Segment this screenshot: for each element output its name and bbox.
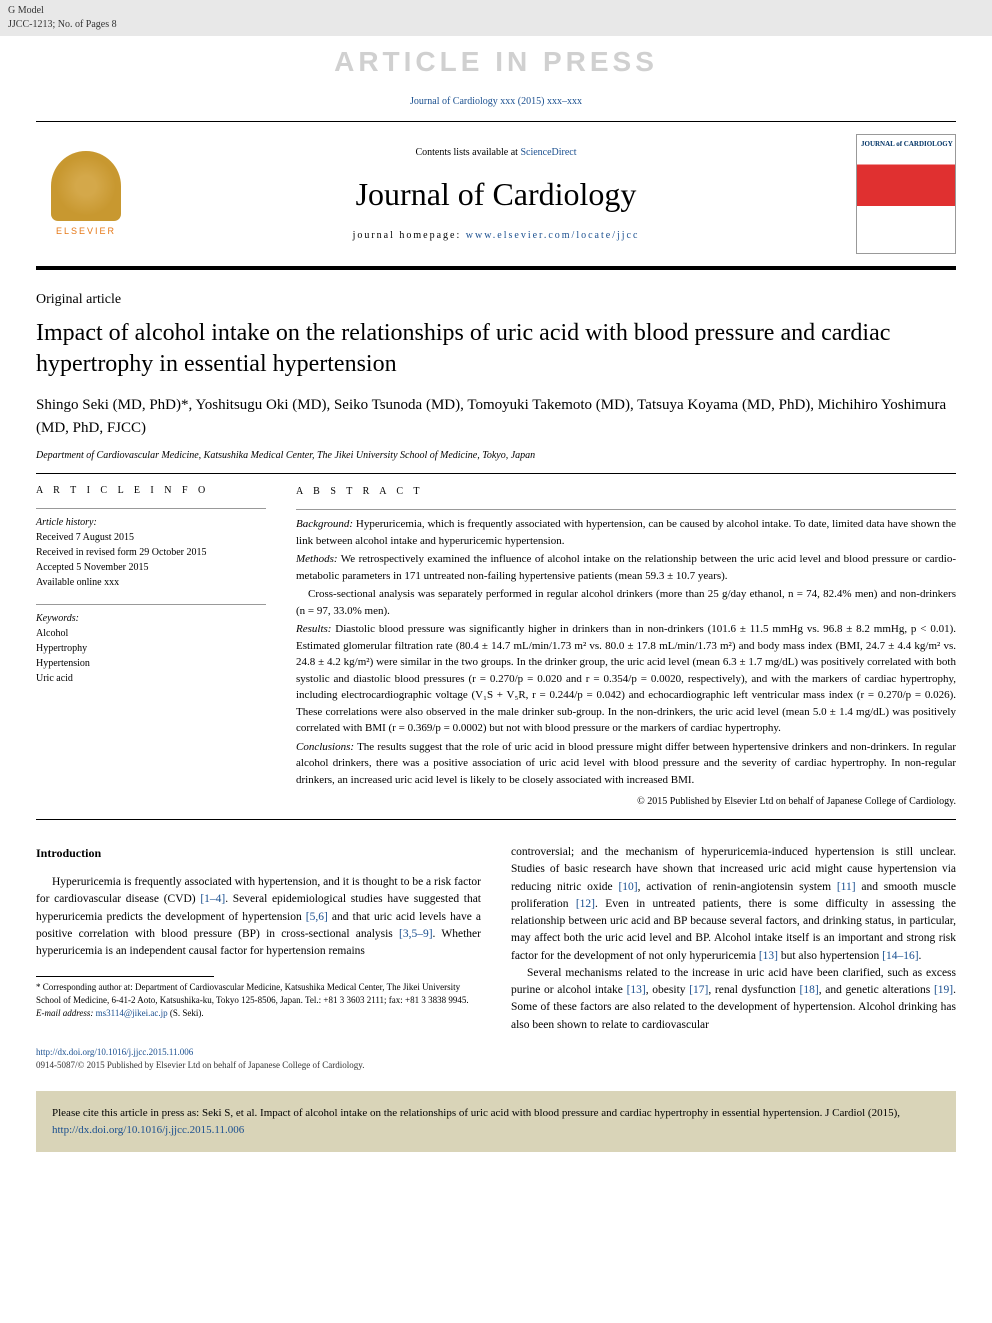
ref-link[interactable]: [17] [689, 984, 708, 996]
main-content: Introduction Hyperuricemia is frequently… [36, 844, 956, 1034]
article-info-sidebar: A R T I C L E I N F O Article history: R… [36, 484, 266, 809]
article-type: Original article [36, 290, 956, 310]
gmodel-label: G Model [8, 4, 117, 18]
article-ref: JJCC-1213; No. of Pages 8 [8, 18, 117, 32]
ref-link[interactable]: [18] [800, 984, 819, 996]
keyword: Uric acid [36, 671, 266, 686]
conclusions-label: Conclusions: [296, 741, 354, 753]
conclusions-text: The results suggest that the role of uri… [296, 741, 956, 786]
ref-link[interactable]: [10] [618, 881, 637, 893]
divider [36, 819, 956, 820]
ref-link[interactable]: [14–16] [882, 950, 918, 962]
corresponding-author: * Corresponding author at: Department of… [36, 981, 481, 1006]
cover-title: JOURNAL of CARDIOLOGY [861, 141, 953, 149]
citation-text: Please cite this article in press as: Se… [52, 1107, 900, 1119]
keywords-section: Keywords: Alcohol Hypertrophy Hypertensi… [36, 604, 266, 686]
methods-label: Methods: [296, 553, 338, 565]
journal-header: ELSEVIER Contents lists available at Sci… [36, 121, 956, 270]
intro-heading: Introduction [36, 844, 481, 862]
affiliation: Department of Cardiovascular Medicine, K… [36, 449, 956, 463]
history-label: Article history: [36, 515, 266, 530]
revised-date: Received in revised form 29 October 2015 [36, 545, 266, 560]
email-line: E-mail address: ms3114@jikei.ac.jp (S. S… [36, 1007, 481, 1020]
ref-link[interactable]: [13] [627, 984, 646, 996]
ref-link[interactable]: [13] [759, 950, 778, 962]
ref-link[interactable]: [19] [934, 984, 953, 996]
elsevier-text: ELSEVIER [56, 225, 116, 238]
article-history: Article history: Received 7 August 2015 … [36, 508, 266, 590]
intro-paragraph: controversial; and the mechanism of hype… [511, 844, 956, 965]
abstract: A B S T R A C T Background: Hyperuricemi… [296, 484, 956, 809]
keyword: Hypertrophy [36, 641, 266, 656]
intro-paragraph: Hyperuricemia is frequently associated w… [36, 874, 481, 960]
intro-paragraph: Several mechanisms related to the increa… [511, 965, 956, 1034]
background-label: Background: [296, 518, 353, 530]
authors: Shingo Seki (MD, PhD)*, Yoshitsugu Oki (… [36, 394, 956, 439]
issn-line: 0914-5087/© 2015 Published by Elsevier L… [36, 1059, 956, 1072]
left-column: Introduction Hyperuricemia is frequently… [36, 844, 481, 1034]
contents-line: Contents lists available at ScienceDirec… [136, 146, 856, 160]
ref-link[interactable]: [5,6] [306, 911, 328, 923]
methods-text: We retrospectively examined the influenc… [296, 553, 956, 582]
journal-title: Journal of Cardiology [136, 172, 856, 217]
journal-cover-thumbnail: JOURNAL of CARDIOLOGY [856, 134, 956, 254]
accepted-date: Accepted 5 November 2015 [36, 560, 266, 575]
header-bar: G Model JJCC-1213; No. of Pages 8 [0, 0, 992, 36]
citation-doi-link[interactable]: http://dx.doi.org/10.1016/j.jjcc.2015.11… [52, 1124, 244, 1136]
abstract-heading: A B S T R A C T [296, 484, 956, 499]
divider [36, 473, 956, 474]
online-date: Available online xxx [36, 575, 266, 590]
doi-link[interactable]: http://dx.doi.org/10.1016/j.jjcc.2015.11… [36, 1046, 956, 1059]
contents-prefix: Contents lists available at [415, 147, 520, 158]
citation-box: Please cite this article in press as: Se… [36, 1091, 956, 1152]
results-text: Diastolic blood pressure was significant… [296, 623, 956, 734]
email-link[interactable]: ms3114@jikei.ac.jp [96, 1008, 168, 1018]
keywords-label: Keywords: [36, 611, 266, 626]
copyright: © 2015 Published by Elsevier Ltd on beha… [296, 794, 956, 809]
article-title: Impact of alcohol intake on the relation… [36, 318, 956, 380]
watermark: ARTICLE IN PRESS [0, 36, 992, 87]
journal-citation-link[interactable]: Journal of Cardiology xxx (2015) xxx–xxx [36, 87, 956, 121]
right-column: controversial; and the mechanism of hype… [511, 844, 956, 1034]
ref-link[interactable]: [11] [837, 881, 856, 893]
homepage-prefix: journal homepage: [353, 230, 466, 241]
ref-link[interactable]: [1–4] [200, 893, 225, 905]
elsevier-tree-icon [51, 151, 121, 221]
homepage-line: journal homepage: www.elsevier.com/locat… [136, 229, 856, 243]
received-date: Received 7 August 2015 [36, 530, 266, 545]
background-text: Hyperuricemia, which is frequently assoc… [296, 518, 956, 547]
footnote-divider [36, 976, 214, 977]
methods-text-2: Cross-sectional analysis was separately … [296, 588, 956, 617]
keyword: Alcohol [36, 626, 266, 641]
info-heading: A R T I C L E I N F O [36, 484, 266, 498]
keyword: Hypertension [36, 656, 266, 671]
elsevier-logo: ELSEVIER [36, 144, 136, 244]
homepage-link[interactable]: www.elsevier.com/locate/jjcc [466, 230, 640, 241]
results-label: Results: [296, 623, 331, 635]
ref-link[interactable]: [12] [576, 898, 595, 910]
sciencedirect-link[interactable]: ScienceDirect [520, 147, 576, 158]
ref-link[interactable]: [3,5–9] [399, 928, 433, 940]
